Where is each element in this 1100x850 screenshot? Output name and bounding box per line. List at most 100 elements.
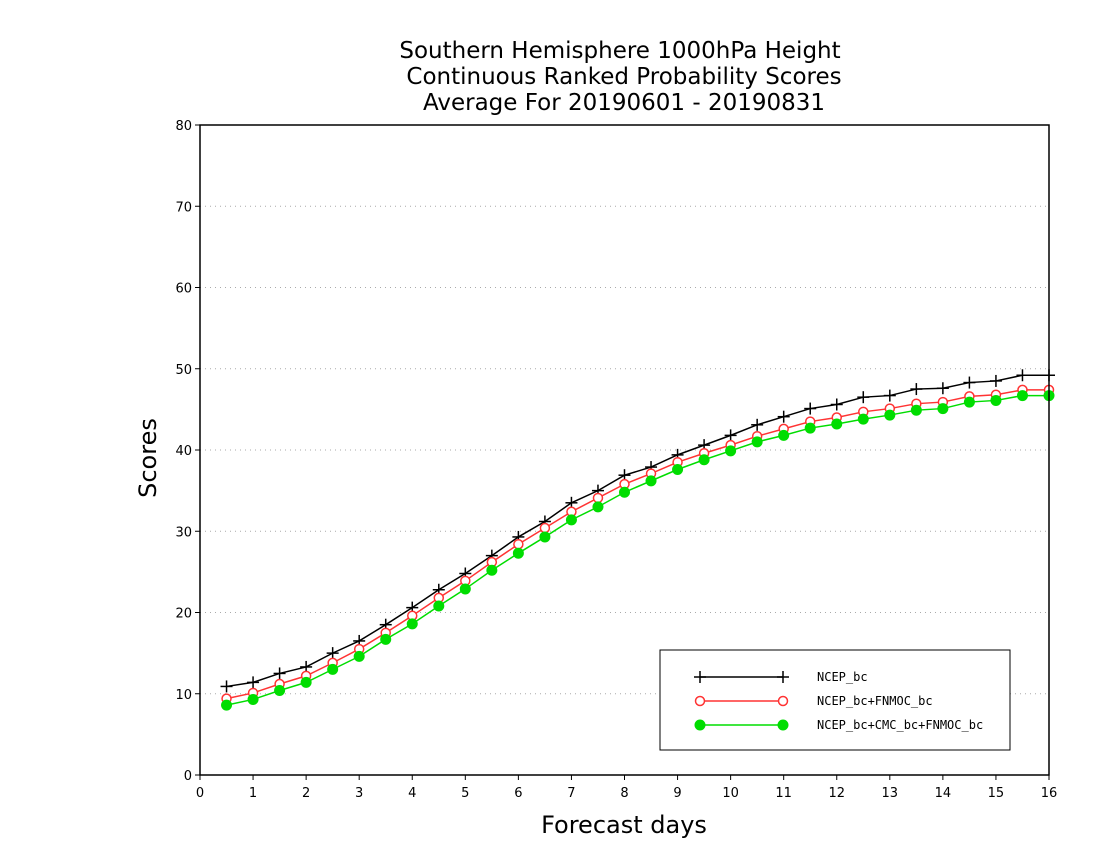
data-point — [539, 522, 551, 534]
x-tick-label: 1 — [249, 786, 257, 801]
x-tick-label: 8 — [620, 786, 628, 801]
y-tick-label: 50 — [175, 363, 192, 378]
x-tick-label: 6 — [514, 786, 522, 801]
x-axis-label: Forecast days — [541, 811, 707, 839]
data-point — [433, 600, 445, 612]
data-point — [539, 531, 551, 543]
data-point — [936, 382, 949, 395]
data-point — [857, 391, 870, 404]
data-point — [221, 699, 233, 711]
data-point — [300, 676, 312, 688]
x-tick-label: 15 — [988, 786, 1005, 801]
data-point — [513, 539, 524, 550]
y-axis-label: Scores — [134, 418, 162, 498]
legend-box — [659, 649, 1011, 751]
legend-label: NCEP_bc+FNMOC_bc — [817, 694, 933, 708]
data-point — [990, 394, 1002, 406]
data-point — [645, 475, 657, 487]
data-point — [274, 685, 286, 696]
legend-entry: NCEP_bc+CMC_bc+FNMOC_bc — [694, 718, 983, 732]
x-tick-label: 7 — [567, 786, 575, 801]
legend-entry: NCEP_bc+FNMOC_bc — [694, 694, 933, 708]
y-tick-label: 60 — [175, 282, 192, 297]
series-layer — [220, 369, 1055, 711]
data-point — [459, 583, 471, 595]
y-tick-label: 30 — [175, 525, 192, 540]
chart-title: Southern Hemisphere 1000hPa Height Conti… — [399, 38, 841, 116]
y-tick-label: 40 — [175, 444, 192, 459]
legend-entry: NCEP_bc — [694, 670, 868, 684]
chart-title-line-2: Continuous Ranked Probability Scores — [406, 64, 841, 90]
data-point — [883, 389, 896, 402]
data-point — [380, 633, 392, 645]
data-point — [406, 618, 418, 630]
data-point — [831, 418, 843, 430]
legend-entries: NCEP_bc NCEP_bc+FNMOC_bc NCEP_bc+CMC_bc+FN… — [694, 670, 983, 732]
data-point — [592, 501, 604, 513]
data-point — [326, 647, 339, 660]
data-point — [910, 404, 922, 416]
series-line — [226, 374, 1049, 688]
legend-marker — [777, 695, 789, 707]
data-point — [486, 564, 498, 576]
y-tick-label: 20 — [175, 607, 192, 622]
data-point — [963, 396, 975, 408]
data-point — [937, 403, 949, 415]
data-point — [751, 418, 764, 431]
legend-marker — [694, 671, 706, 683]
data-point — [247, 676, 260, 689]
legend-marker — [694, 695, 706, 707]
data-point — [804, 422, 816, 434]
data-point — [777, 410, 790, 423]
legend-marker — [777, 719, 789, 731]
x-tick-label: 9 — [673, 786, 681, 801]
chart-title-line-1: Southern Hemisphere 1000hPa Height — [399, 38, 840, 64]
data-point — [857, 413, 869, 425]
x-tick-label: 3 — [355, 786, 363, 801]
y-axis-ticks: 0 10 20 30 40 50 60 70 80 — [175, 119, 200, 784]
data-point — [751, 436, 763, 448]
data-point — [273, 667, 286, 680]
data-point — [1016, 390, 1028, 402]
y-tick-label: 10 — [175, 688, 192, 703]
x-tick-label: 10 — [722, 786, 739, 801]
data-point — [353, 650, 365, 662]
y-tick-label: 70 — [175, 200, 192, 215]
plot-frame — [199, 124, 1050, 776]
data-point — [619, 486, 630, 498]
legend-marker — [777, 671, 789, 683]
x-tick-label: 12 — [828, 786, 845, 801]
data-point — [672, 464, 684, 475]
data-point — [989, 374, 1002, 387]
x-axis-ticks: 0 1 2 3 4 5 6 7 8 9 10 11 12 13 14 15 16 — [196, 775, 1057, 801]
data-point — [1016, 369, 1029, 382]
legend-label: NCEP_bc — [817, 670, 868, 684]
x-tick-label: 14 — [935, 786, 952, 801]
data-point — [327, 663, 339, 675]
series-3 — [221, 390, 1055, 711]
y-tick-label: 80 — [175, 119, 192, 134]
x-tick-label: 4 — [408, 786, 416, 801]
legend: NCEP_bc NCEP_bc+FNMOC_bc NCEP_bc+CMC_bc+FN… — [659, 649, 1011, 751]
data-point — [247, 693, 259, 705]
legend-label: NCEP_bc+CMC_bc+FNMOC_bc — [817, 718, 983, 732]
data-point — [963, 376, 976, 389]
x-tick-label: 2 — [302, 786, 310, 801]
data-point — [884, 409, 896, 421]
data-point — [910, 383, 923, 396]
data-point — [725, 445, 737, 457]
data-point — [778, 429, 790, 441]
data-point — [830, 398, 843, 411]
data-point — [724, 429, 737, 442]
data-point — [804, 402, 817, 415]
data-point — [220, 680, 233, 693]
x-tick-label: 16 — [1041, 786, 1058, 801]
legend-marker — [694, 719, 706, 731]
data-point — [698, 454, 710, 466]
chart-title-line-3: Average For 20190601 - 20190831 — [423, 90, 825, 116]
y-tick-label: 0 — [184, 769, 192, 784]
data-point — [592, 492, 604, 504]
x-tick-label: 11 — [775, 786, 792, 801]
x-tick-label: 0 — [196, 786, 204, 801]
